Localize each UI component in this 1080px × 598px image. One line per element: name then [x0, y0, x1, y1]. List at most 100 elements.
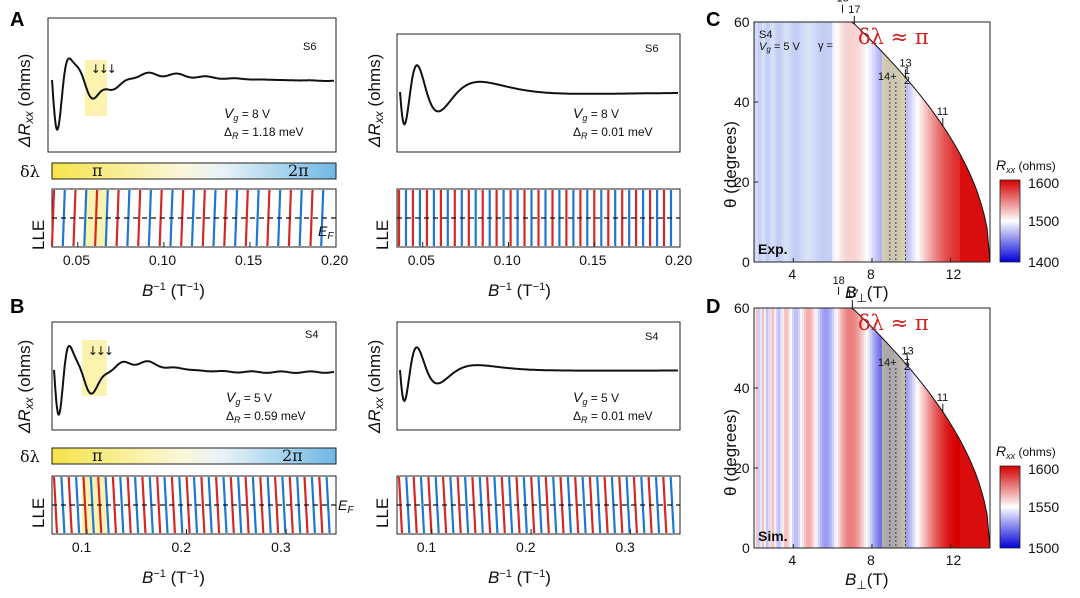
lle-line	[574, 476, 580, 534]
panel-b-right-sample: S4	[645, 331, 658, 343]
heatmap-column	[876, 308, 879, 548]
x-tick-label: 0.10	[149, 252, 176, 268]
heatmap-column	[868, 22, 871, 262]
heatmap-column	[932, 22, 935, 262]
panel-c-cb-tick-0: 1600	[1028, 175, 1059, 191]
nu-label: 18	[837, 0, 849, 5]
heatmap-column	[822, 22, 825, 262]
heatmap-column	[908, 308, 911, 548]
heatmap-column	[934, 22, 937, 262]
heatmap-column	[802, 308, 805, 548]
heatmap-column	[756, 308, 759, 548]
heatmap-column	[950, 22, 953, 262]
arrow-marker: ↓	[107, 62, 117, 76]
heatmap-column	[830, 22, 833, 262]
heatmap-column	[918, 22, 921, 262]
nu-label: 11	[937, 392, 948, 404]
x-tick-label: 8	[867, 266, 875, 282]
heatmap-column	[916, 308, 919, 548]
half-label: 14+	[878, 71, 897, 83]
lle-line	[625, 476, 631, 534]
panel-a-right-xticks: 0.05 0.10 0.15 0.20	[408, 242, 692, 268]
heatmap-column	[852, 22, 855, 262]
lle-line	[669, 476, 675, 534]
heatmap-column	[760, 308, 763, 548]
y-tick-label: 20	[734, 460, 750, 476]
panel-a-dl-pi: π	[92, 161, 103, 180]
heatmap-column	[754, 22, 757, 262]
panel-b-arrows: ↓↓↓	[88, 344, 114, 358]
half-den: 2	[904, 75, 910, 87]
heatmap-column	[840, 308, 843, 548]
panel-b-left-dr: ΔR = 0.59 meV	[226, 409, 306, 425]
lle-line	[94, 189, 99, 247]
panel-b-left-ylabel: ΔRxx (ohms)	[15, 340, 36, 434]
panel-c-gamma: γ =	[818, 40, 833, 52]
panel-b-left: ↓↓↓ S4 Vg = 5 V ΔR = 0.59 meV	[51, 321, 337, 431]
heatmap-column	[930, 22, 933, 262]
panel-a-right-vg: Vg = 8 V	[573, 105, 619, 123]
heatmap-column	[762, 22, 765, 262]
heatmap-column	[828, 308, 831, 548]
heatmap-column	[844, 22, 847, 262]
panel-a-right-ylabel: ΔRxx (ohms)	[365, 54, 386, 148]
heatmap-column	[776, 308, 779, 548]
heatmap-column	[918, 308, 921, 548]
heatmap-column	[876, 22, 879, 262]
heatmap-column	[818, 308, 821, 548]
heatmap-column	[854, 22, 857, 262]
heatmap-column	[848, 308, 851, 548]
lle-line	[192, 476, 199, 534]
heatmap-column	[856, 308, 859, 548]
heatmap-column	[794, 22, 797, 262]
panel-a-left-trace	[51, 57, 335, 131]
heatmap-column	[926, 22, 929, 262]
panel-b-right-dr: ΔR = 0.01 meV	[573, 409, 653, 425]
heatmap-column	[766, 22, 769, 262]
heatmap-column	[778, 308, 781, 548]
heatmap-column	[938, 22, 941, 262]
y-tick-label: 60	[734, 300, 750, 316]
lle-line	[111, 476, 117, 534]
heatmap-column	[832, 308, 835, 548]
x-tick-label: 0.15	[579, 252, 606, 268]
heatmap-column	[808, 308, 811, 548]
panel-letter-b: B	[10, 296, 24, 318]
heatmap-column	[804, 308, 807, 548]
heatmap-column	[908, 22, 911, 262]
panel-d-xlabel: B⊥(T)	[845, 570, 889, 592]
heatmap-column	[912, 308, 915, 548]
lle-line	[82, 476, 88, 534]
x-tick-label: 12	[946, 552, 962, 568]
heatmap-column	[758, 22, 761, 262]
panel-d-cb-tick-0: 1600	[1028, 461, 1059, 477]
heatmap-column	[866, 308, 869, 548]
heatmap-column	[922, 22, 925, 262]
y-tick-label: 0	[742, 540, 750, 556]
x-tick-label: 0.2	[172, 539, 192, 555]
lle-line	[318, 476, 324, 534]
panel-d-cb-tick-2: 1500	[1028, 540, 1059, 556]
heatmap-column	[848, 22, 851, 262]
heatmap-column	[828, 22, 831, 262]
lle-line	[581, 476, 587, 534]
lle-line	[618, 476, 624, 534]
heatmap-column	[800, 308, 803, 548]
lle-line	[244, 476, 250, 534]
panel-a-right-lle-label: LLE	[373, 220, 392, 250]
panel-a-left-ylabel: ΔRxx (ohms)	[15, 54, 36, 148]
panel-b-left-frame	[51, 321, 337, 431]
heatmap-column	[796, 308, 799, 548]
heatmap-column	[844, 308, 847, 548]
heatmap-column	[944, 22, 947, 262]
panel-b-right: S4 Vg = 5 V ΔR = 0.01 meV	[396, 321, 681, 431]
panel-a-right-sample: S6	[645, 43, 658, 55]
panel-a-left-frame	[47, 17, 337, 153]
panel-c-sample: S4	[759, 29, 772, 41]
heatmap-column	[766, 308, 769, 548]
panel-a-dl-label: δλ	[20, 162, 40, 181]
x-tick-label: 0.1	[417, 539, 437, 555]
heatmap-column	[756, 22, 759, 262]
lle-line	[493, 476, 499, 534]
